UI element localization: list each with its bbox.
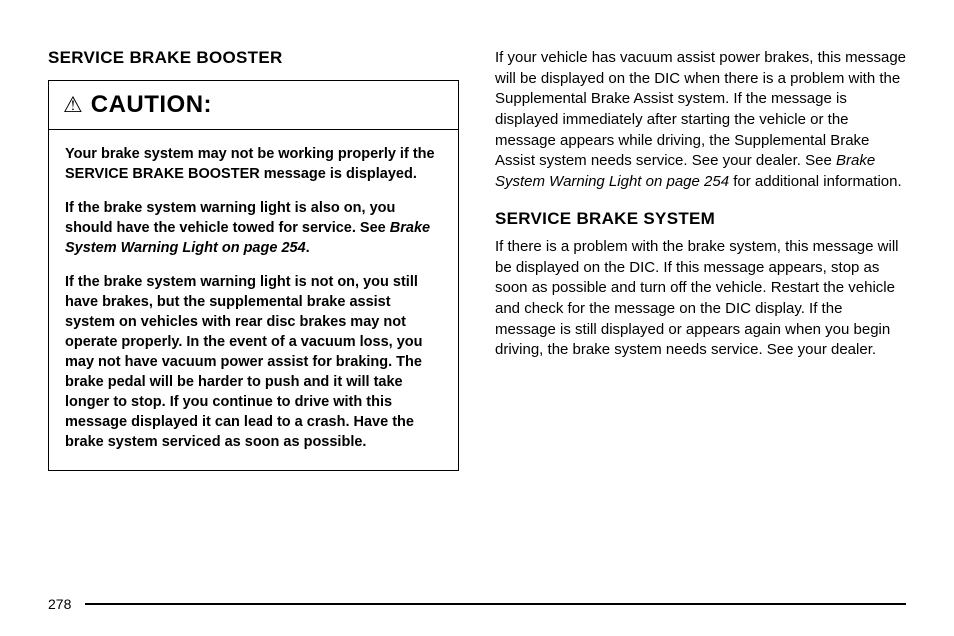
right-column: If your vehicle has vacuum assist power …: [495, 48, 906, 560]
footer-rule: [85, 603, 906, 605]
intro-paragraph: If your vehicle has vacuum assist power …: [495, 48, 906, 193]
page-number: 278: [48, 596, 71, 612]
caution-header: ⚠ CAUTION:: [49, 81, 458, 130]
left-column: SERVICE BRAKE BOOSTER ⚠ CAUTION: Your br…: [48, 48, 459, 560]
heading-service-brake-system: SERVICE BRAKE SYSTEM: [495, 209, 906, 229]
caution-text-before: If the brake system warning light is not…: [65, 274, 423, 450]
caution-body: Your brake system may not be working pro…: [49, 130, 458, 470]
caution-paragraph: If the brake system warning light is als…: [65, 198, 442, 258]
page-wrap: SERVICE BRAKE BOOSTER ⚠ CAUTION: Your br…: [0, 0, 954, 636]
page-columns: SERVICE BRAKE BOOSTER ⚠ CAUTION: Your br…: [0, 0, 954, 580]
page-footer: 278: [48, 596, 906, 612]
caution-label: CAUTION:: [91, 91, 212, 119]
caution-paragraph: If the brake system warning light is not…: [65, 272, 442, 452]
warning-triangle-icon: ⚠: [63, 94, 83, 116]
heading-service-brake-booster: SERVICE BRAKE BOOSTER: [48, 48, 459, 68]
caution-box: ⚠ CAUTION: Your brake system may not be …: [48, 80, 459, 471]
caution-paragraph: Your brake system may not be working pro…: [65, 144, 442, 184]
caution-text-before: If the brake system warning light is als…: [65, 200, 395, 236]
caution-text-before: Your brake system may not be working pro…: [65, 146, 435, 182]
caution-text-after: .: [306, 240, 310, 256]
body-paragraph: If there is a problem with the brake sys…: [495, 237, 906, 361]
intro-text-after: for additional information.: [729, 173, 902, 190]
